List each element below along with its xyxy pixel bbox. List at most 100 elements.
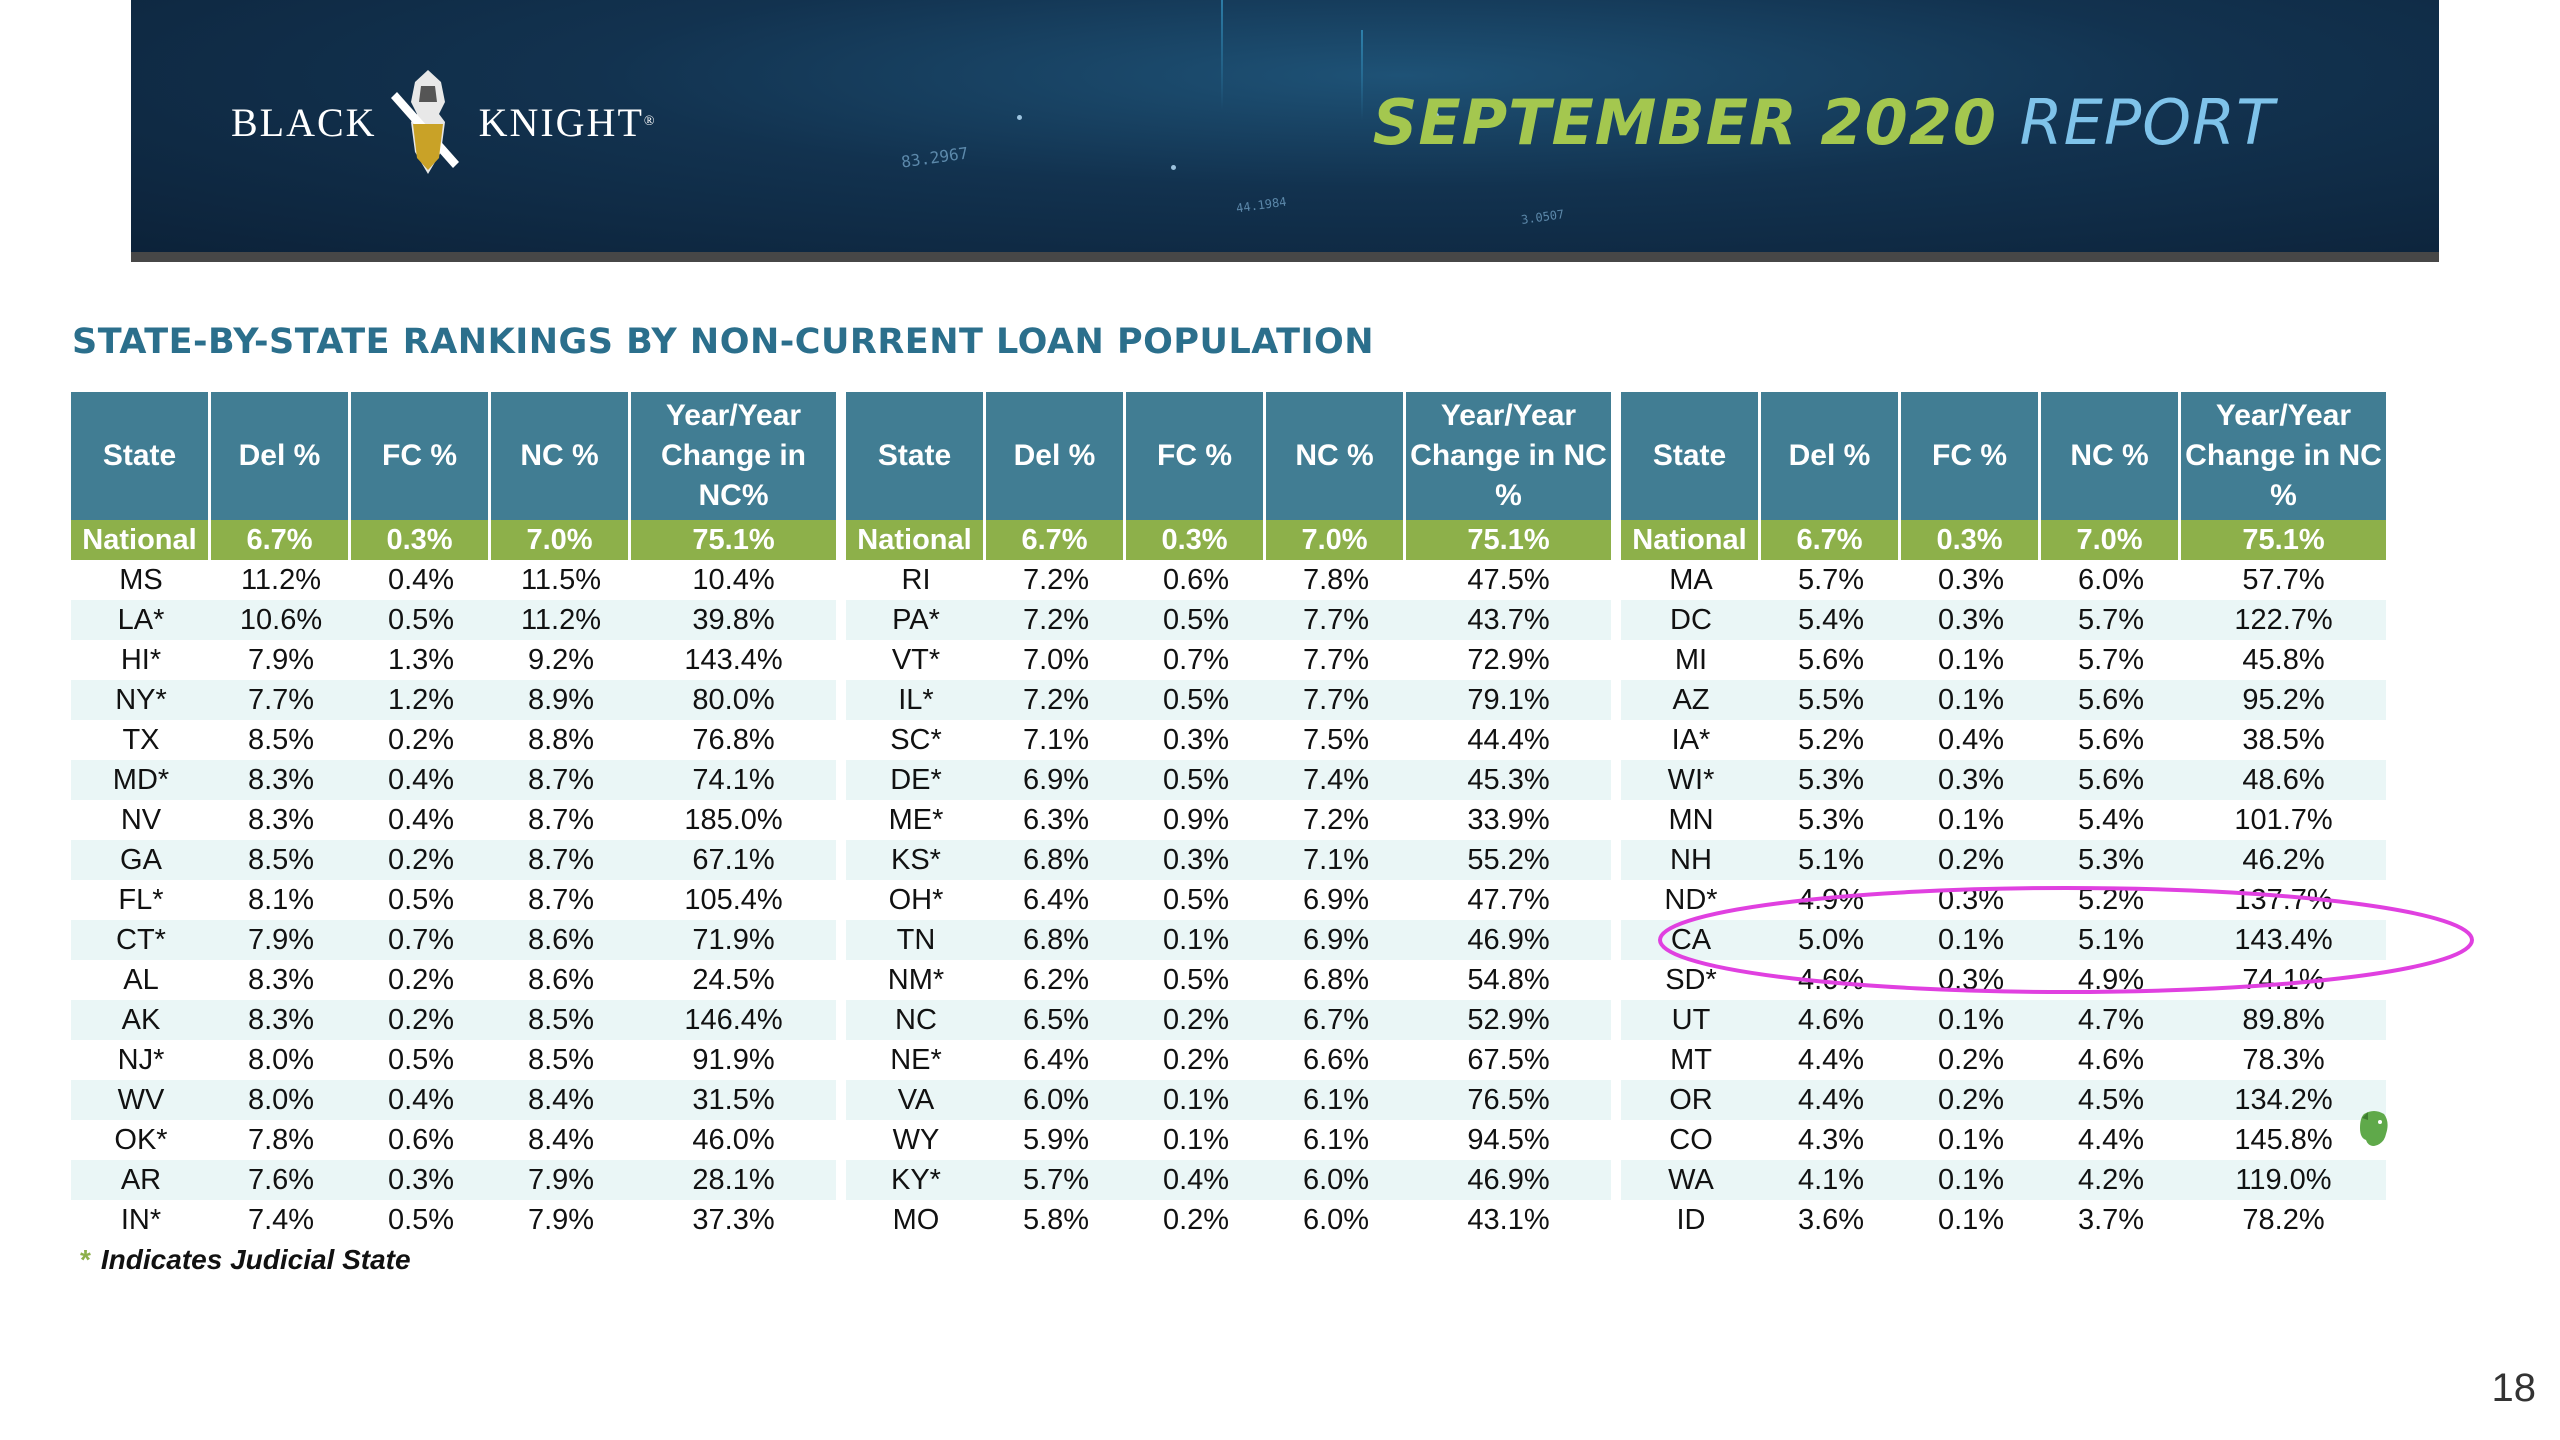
cell-yoy: 46.9%: [1406, 1160, 1611, 1200]
cell-del: 8.0%: [211, 1080, 351, 1120]
cell-del: 3.6%: [1761, 1200, 1901, 1240]
cell-state: HI*: [71, 640, 211, 680]
state-row: AK 8.3% 0.2% 8.5% 146.4%: [71, 1000, 836, 1040]
cell-del: 7.2%: [986, 600, 1126, 640]
cell-state: MN: [1621, 800, 1761, 840]
cell-nc: 7.1%: [1266, 840, 1406, 880]
cell-nc: 7.8%: [1266, 560, 1406, 600]
section-title: STATE-BY-STATE RANKINGS BY NON-CURRENT L…: [72, 322, 1375, 362]
national-row: National 6.7% 0.3% 7.0% 75.1%: [846, 520, 1611, 560]
national-cell-nc: 7.0%: [2041, 520, 2181, 560]
logo-text-right: KNIGHT: [478, 99, 644, 145]
cell-fc: 0.1%: [1901, 1000, 2041, 1040]
cell-del: 7.4%: [211, 1200, 351, 1240]
national-cell-state: National: [1621, 520, 1761, 560]
cell-state: CA: [1621, 920, 1761, 960]
cell-nc: 6.0%: [1266, 1200, 1406, 1240]
cell-del: 6.3%: [986, 800, 1126, 840]
cell-nc: 7.4%: [1266, 760, 1406, 800]
footnote-text: Indicates Judicial State: [100, 1244, 411, 1275]
cell-nc: 11.5%: [491, 560, 631, 600]
cell-yoy: 33.9%: [1406, 800, 1611, 840]
cell-state: VT*: [846, 640, 986, 680]
state-row: NV 8.3% 0.4% 8.7% 185.0%: [71, 800, 836, 840]
state-row: AL 8.3% 0.2% 8.6% 24.5%: [71, 960, 836, 1000]
cell-state: IN*: [71, 1200, 211, 1240]
cell-state: MT: [1621, 1040, 1761, 1080]
cell-fc: 0.9%: [1126, 800, 1266, 840]
cell-state: WY: [846, 1120, 986, 1160]
cell-state: UT: [1621, 1000, 1761, 1040]
cell-yoy: 38.5%: [2181, 720, 2386, 760]
cell-state: KY*: [846, 1160, 986, 1200]
cell-fc: 0.1%: [1901, 800, 2041, 840]
cell-yoy: 46.9%: [1406, 920, 1611, 960]
banner-light-streak: [1221, 0, 1223, 110]
cell-del: 6.9%: [986, 760, 1126, 800]
cell-del: 4.4%: [1761, 1080, 1901, 1120]
cell-state: NE*: [846, 1040, 986, 1080]
cell-state: LA*: [71, 600, 211, 640]
col-header-fc: FC %: [351, 392, 491, 520]
cell-state: DC: [1621, 600, 1761, 640]
cell-nc: 5.3%: [2041, 840, 2181, 880]
national-cell-fc: 0.3%: [1901, 520, 2041, 560]
cell-nc: 6.0%: [1266, 1160, 1406, 1200]
cell-yoy: 145.8%: [2181, 1120, 2386, 1160]
cell-yoy: 55.2%: [1406, 840, 1611, 880]
cell-yoy: 78.2%: [2181, 1200, 2386, 1240]
cell-nc: 6.7%: [1266, 1000, 1406, 1040]
cell-yoy: 185.0%: [631, 800, 836, 840]
cell-nc: 11.2%: [491, 600, 631, 640]
cell-nc: 5.7%: [2041, 640, 2181, 680]
cell-fc: 0.4%: [1901, 720, 2041, 760]
cell-nc: 5.7%: [2041, 600, 2181, 640]
cell-state: AL: [71, 960, 211, 1000]
evernote-elephant-icon[interactable]: [2356, 1108, 2392, 1148]
cell-nc: 7.9%: [491, 1160, 631, 1200]
cell-del: 7.1%: [986, 720, 1126, 760]
cell-nc: 4.2%: [2041, 1160, 2181, 1200]
cell-nc: 4.9%: [2041, 960, 2181, 1000]
national-cell-yoy: 75.1%: [2181, 520, 2386, 560]
cell-yoy: 89.8%: [2181, 1000, 2386, 1040]
national-cell-nc: 7.0%: [1266, 520, 1406, 560]
cell-del: 7.9%: [211, 920, 351, 960]
cell-yoy: 122.7%: [2181, 600, 2386, 640]
report-title-month: SEPTEMBER 2020: [1372, 86, 1997, 159]
cell-nc: 8.7%: [491, 840, 631, 880]
cell-state: NH: [1621, 840, 1761, 880]
cell-fc: 0.4%: [351, 800, 491, 840]
state-row: HI* 7.9% 1.3% 9.2% 143.4%: [71, 640, 836, 680]
state-row: DC 5.4% 0.3% 5.7% 122.7%: [1621, 600, 2386, 640]
state-row: VA 6.0% 0.1% 6.1% 76.5%: [846, 1080, 1611, 1120]
cell-del: 5.8%: [986, 1200, 1126, 1240]
cell-del: 8.3%: [211, 960, 351, 1000]
cell-state: AZ: [1621, 680, 1761, 720]
cell-del: 6.4%: [986, 1040, 1126, 1080]
cell-yoy: 57.7%: [2181, 560, 2386, 600]
cell-del: 5.2%: [1761, 720, 1901, 760]
state-row: MT 4.4% 0.2% 4.6% 78.3%: [1621, 1040, 2386, 1080]
banner-bg-figure: 3.0507: [1520, 207, 1566, 227]
cell-fc: 0.5%: [1126, 960, 1266, 1000]
cell-state: TX: [71, 720, 211, 760]
cell-fc: 0.3%: [1901, 760, 2041, 800]
cell-state: VA: [846, 1080, 986, 1120]
judicial-state-footnote: * Indicates Judicial State: [80, 1244, 411, 1276]
banner-bg-figure: 44.1984: [1235, 194, 1288, 216]
state-row: WA 4.1% 0.1% 4.2% 119.0%: [1621, 1160, 2386, 1200]
cell-fc: 0.3%: [351, 1160, 491, 1200]
cell-nc: 8.6%: [491, 920, 631, 960]
cell-fc: 0.1%: [1901, 920, 2041, 960]
rankings-table-3: State Del % FC % NC % Year/Year Change i…: [1621, 392, 2386, 1240]
cell-nc: 6.8%: [1266, 960, 1406, 1000]
cell-nc: 7.7%: [1266, 680, 1406, 720]
state-row: PA* 7.2% 0.5% 7.7% 43.7%: [846, 600, 1611, 640]
cell-yoy: 67.5%: [1406, 1040, 1611, 1080]
black-knight-logo: BLACK KNIGHT ®: [231, 62, 657, 182]
col-header-fc: FC %: [1901, 392, 2041, 520]
cell-del: 7.2%: [986, 680, 1126, 720]
cell-state: ND*: [1621, 880, 1761, 920]
cell-nc: 8.7%: [491, 760, 631, 800]
